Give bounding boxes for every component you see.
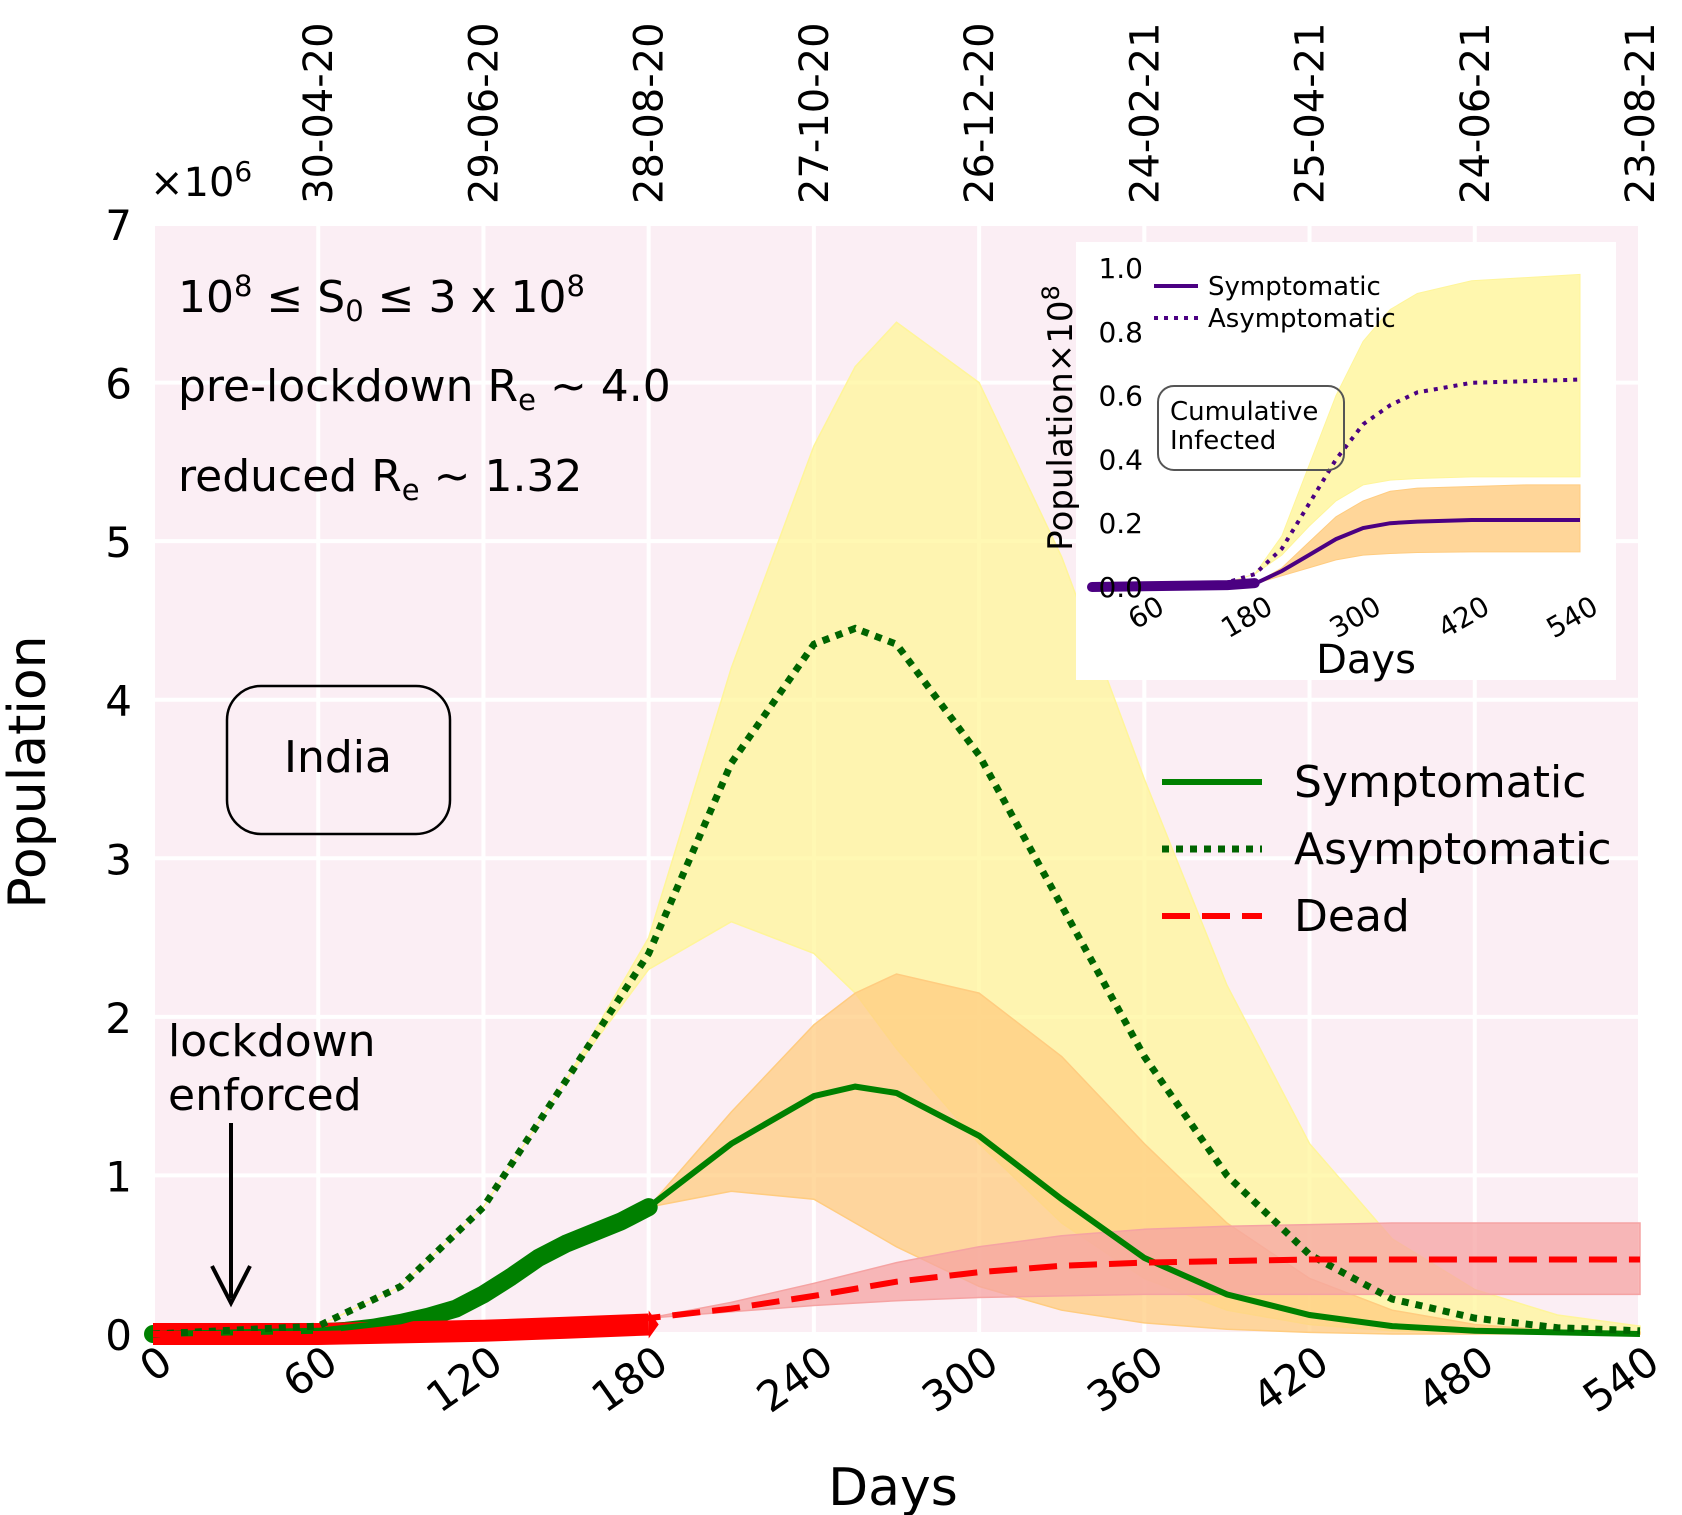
s0-range-text: 108 ≤ S0 ≤ 3 x 108 bbox=[178, 269, 585, 328]
lockdown-arrow-head bbox=[210, 1265, 252, 1308]
legend-symptomatic-label: Symptomatic bbox=[1294, 757, 1586, 808]
date-tick-label: 29-06-20 bbox=[461, 22, 507, 204]
y-tick-label: 4 bbox=[105, 677, 132, 726]
y-tick-label: 0 bbox=[105, 1311, 132, 1360]
line-asymptomatic bbox=[152, 624, 1641, 1338]
date-tick-label: 30-04-20 bbox=[296, 22, 342, 204]
inset-y-tick-label: 0.0 bbox=[1098, 571, 1143, 604]
reduced-re-text: reduced Re ~ 1.32 bbox=[178, 451, 582, 507]
y-tick-label: 1 bbox=[105, 1152, 132, 1201]
x-axis-label: Days bbox=[828, 1458, 958, 1515]
region-label: India bbox=[284, 732, 392, 783]
inset-lines bbox=[1087, 377, 1581, 592]
inset-observed-symptomatic bbox=[1087, 578, 1260, 592]
inset-y-tick-label: 0.4 bbox=[1098, 443, 1143, 476]
inset-y-tick-label: 1.0 bbox=[1098, 252, 1143, 285]
y-tick-label: 7 bbox=[105, 201, 132, 250]
y-multiplier: ×106 bbox=[150, 155, 252, 206]
date-tick-labels: 30-04-20 29-06-20 28-08-20 27-10-20 26-12-20… bbox=[296, 22, 1664, 204]
inset-y-axis-label: Population×108 bbox=[1037, 285, 1081, 551]
inset-y-tick-label: 0.8 bbox=[1098, 316, 1143, 349]
inset-y-tick-label: 0.2 bbox=[1098, 507, 1143, 540]
y-tick-label: 5 bbox=[105, 518, 132, 567]
inset-x-axis-label: Days bbox=[1316, 637, 1416, 683]
model-lines bbox=[152, 624, 1641, 1338]
inset-y-tick-label: 0.6 bbox=[1098, 380, 1143, 413]
y-tick-label: 2 bbox=[105, 994, 132, 1043]
legend-dead-label: Dead bbox=[1294, 891, 1410, 942]
line-symptomatic bbox=[152, 1083, 1641, 1337]
y-axis-label: Population bbox=[0, 635, 58, 908]
y-tick-label: 3 bbox=[105, 835, 132, 884]
inset-legend-symptomatic-label: Symptomatic bbox=[1208, 272, 1381, 302]
region-label-box: India bbox=[225, 684, 452, 836]
y-tick-labels: 0 1 2 3 4 5 6 7 bbox=[105, 201, 132, 1360]
y-tick-label: 6 bbox=[105, 360, 132, 409]
inset-title-box bbox=[1157, 385, 1345, 471]
lockdown-line-1: lockdown bbox=[168, 1016, 376, 1067]
inset-title-line-1: Cumulative bbox=[1170, 397, 1318, 427]
line-dead bbox=[153, 1256, 1640, 1337]
date-tick-label: 23-08-21 bbox=[1618, 22, 1664, 204]
lockdown-line-2: enforced bbox=[168, 1070, 362, 1121]
date-tick-label: 24-06-21 bbox=[1453, 22, 1499, 204]
region-box-border bbox=[225, 684, 452, 836]
inset-y-tick-labels: 0.0 0.2 0.4 0.6 0.8 1.0 bbox=[1098, 252, 1143, 604]
inset-title-line-2: Infected bbox=[1170, 426, 1276, 456]
inset-legend-asymptomatic-label: Asymptomatic bbox=[1208, 304, 1396, 334]
date-tick-label: 25-04-21 bbox=[1288, 22, 1334, 204]
lockdown-annotation: lockdown enforced bbox=[168, 1016, 376, 1308]
inset-band-asymptomatic bbox=[1092, 273, 1581, 588]
cumulative-inset: 60 180 300 420 540 0.00.20.40.60.81.0 Days P… bbox=[1037, 242, 1616, 683]
date-tick-label: 28-08-20 bbox=[627, 22, 673, 204]
date-tick-label: 24-02-21 bbox=[1122, 22, 1168, 204]
date-tick-label: 27-10-20 bbox=[792, 22, 838, 204]
pre-lockdown-re-text: pre-lockdown Re ~ 4.0 bbox=[178, 361, 671, 417]
parameter-annotations: 108 ≤ S0 ≤ 3 x 108 pre-lockdown Re ~ 4.0… bbox=[178, 269, 671, 507]
main-legend: Symptomatic Asymptomatic Dead bbox=[1162, 757, 1612, 942]
date-tick-label: 26-12-20 bbox=[957, 22, 1003, 204]
legend-asymptomatic-label: Asymptomatic bbox=[1294, 824, 1612, 875]
